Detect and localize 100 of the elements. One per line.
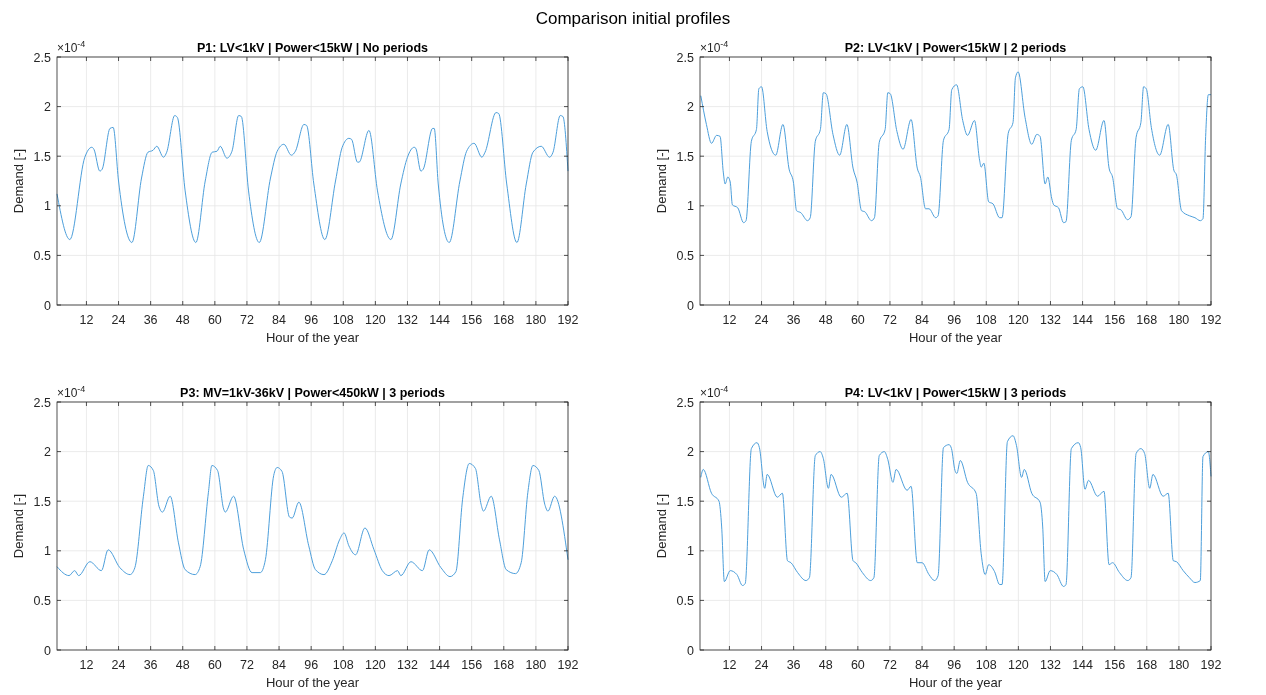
- x-tick-label: 156: [461, 658, 483, 672]
- x-tick-label: 60: [850, 658, 865, 672]
- x-tick-label: 60: [207, 658, 222, 672]
- y-tick-label: 2.5: [676, 395, 695, 410]
- y-tick-label: 0.5: [676, 248, 695, 263]
- y-tick-label: 2: [687, 445, 695, 460]
- x-tick-label: 180: [1168, 313, 1190, 327]
- x-tick-label: 156: [1104, 313, 1126, 327]
- x-tick-label: 144: [429, 658, 451, 672]
- x-tick-label: 48: [175, 658, 190, 672]
- x-tick-label: 108: [332, 313, 354, 327]
- x-tick-label: 156: [461, 313, 483, 327]
- x-tick-label: 180: [525, 658, 547, 672]
- x-tick-label: 24: [754, 658, 769, 672]
- x-axis-title: Hour of the year: [908, 675, 1003, 690]
- x-tick-label: 36: [143, 658, 158, 672]
- y-tick-label: 0: [44, 643, 52, 658]
- y-tick-label: 0: [44, 298, 52, 313]
- x-tick-label: 12: [79, 313, 94, 327]
- y-tick-label: 0.5: [676, 593, 695, 608]
- y-tick-label: 1.5: [33, 149, 52, 164]
- chart-title: P2: LV<1kV | Power<15kW | 2 periods: [844, 41, 1067, 55]
- x-tick-label: 96: [947, 313, 962, 327]
- y-axis-title: Demand [-]: [654, 493, 669, 559]
- x-tick-label: 84: [915, 658, 930, 672]
- x-tick-label: 180: [1168, 658, 1190, 672]
- x-tick-label: 72: [240, 313, 254, 327]
- y-tick-label: 2.5: [676, 50, 695, 65]
- y-tick-label: 2: [44, 445, 52, 460]
- chart-title: P1: LV<1kV | Power<15kW | No periods: [196, 41, 429, 55]
- x-tick-label: 36: [786, 658, 801, 672]
- line-series: [700, 71, 1212, 224]
- x-tick-label: 84: [915, 313, 930, 327]
- x-tick-label: 24: [111, 658, 126, 672]
- x-tick-label: 132: [397, 658, 418, 672]
- x-tick-label: 24: [754, 313, 769, 327]
- x-tick-label: 48: [818, 658, 833, 672]
- x-tick-label: 36: [143, 313, 158, 327]
- x-tick-label: 108: [975, 658, 997, 672]
- y-tick-label: 1.5: [33, 494, 52, 509]
- x-tick-label: 132: [1040, 658, 1061, 672]
- x-tick-label: 120: [364, 658, 386, 672]
- y-tick-label: 2.5: [33, 395, 52, 410]
- x-tick-label: 132: [1040, 313, 1061, 327]
- x-axis-title: Hour of the year: [265, 675, 360, 690]
- line-series: [56, 463, 569, 578]
- x-tick-label: 84: [272, 658, 287, 672]
- x-tick-label: 48: [175, 313, 190, 327]
- x-tick-label: 168: [493, 658, 515, 672]
- x-tick-label: 96: [304, 658, 319, 672]
- x-tick-label: 108: [975, 313, 997, 327]
- x-tick-label: 192: [1200, 658, 1222, 672]
- x-tick-label: 168: [1136, 658, 1158, 672]
- x-tick-label: 144: [1072, 658, 1094, 672]
- y-tick-label: 0.5: [33, 248, 52, 263]
- y-tick-label: 1: [687, 199, 695, 214]
- text: ×10$^{-4}$: [57, 39, 86, 55]
- y-tick-label: 0: [687, 643, 695, 658]
- x-tick-label: 192: [557, 313, 579, 327]
- y-tick-label: 2.5: [33, 50, 52, 65]
- x-tick-label: 12: [722, 658, 737, 672]
- x-tick-label: 120: [1007, 658, 1029, 672]
- chart-title: P4: LV<1kV | Power<15kW | 3 periods: [844, 386, 1067, 400]
- x-tick-label: 120: [364, 313, 386, 327]
- x-tick-label: 156: [1104, 658, 1126, 672]
- text: ×10$^{-4}$: [57, 384, 86, 400]
- x-tick-label: 96: [947, 658, 962, 672]
- x-axis-title: Hour of the year: [265, 330, 360, 345]
- x-tick-label: 180: [525, 313, 547, 327]
- y-tick-label: 1: [687, 544, 695, 559]
- text: Comparison initial profiles: [535, 9, 731, 28]
- y-tick-label: 0.5: [33, 593, 52, 608]
- y-axis-title: Demand [-]: [11, 148, 26, 214]
- x-tick-label: 192: [1200, 313, 1222, 327]
- text: ×10$^{-4}$: [700, 384, 729, 400]
- x-tick-label: 144: [1072, 313, 1094, 327]
- line-series: [56, 112, 569, 243]
- x-tick-label: 132: [397, 313, 418, 327]
- text: ×10$^{-4}$: [700, 39, 729, 55]
- line-series: [700, 435, 1212, 588]
- x-tick-label: 96: [304, 313, 319, 327]
- y-axis-title: Demand [-]: [11, 493, 26, 559]
- y-tick-label: 0: [687, 298, 695, 313]
- chart-title: P3: MV=1kV-36kV | Power<450kW | 3 periods: [180, 386, 445, 400]
- x-tick-label: 12: [79, 658, 94, 672]
- y-tick-label: 2: [44, 100, 52, 115]
- x-axis-title: Hour of the year: [908, 330, 1003, 345]
- x-tick-label: 60: [207, 313, 222, 327]
- x-tick-label: 12: [722, 313, 737, 327]
- y-tick-label: 1: [44, 199, 52, 214]
- x-tick-label: 168: [493, 313, 515, 327]
- y-tick-label: 1: [44, 544, 52, 559]
- x-tick-label: 24: [111, 313, 126, 327]
- x-tick-label: 108: [332, 658, 354, 672]
- x-tick-label: 60: [850, 313, 865, 327]
- x-tick-label: 84: [272, 313, 287, 327]
- x-tick-label: 192: [557, 658, 579, 672]
- x-tick-label: 72: [240, 658, 254, 672]
- y-tick-label: 2: [687, 100, 695, 115]
- x-tick-label: 168: [1136, 313, 1158, 327]
